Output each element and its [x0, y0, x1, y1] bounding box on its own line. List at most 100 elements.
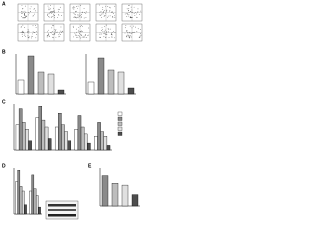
flow-dot	[32, 36, 34, 37]
flow-dot	[54, 31, 56, 33]
flow-dot	[138, 36, 140, 38]
bar	[47, 138, 52, 151]
flow-plots	[17, 3, 143, 42]
flow-dot	[137, 11, 139, 13]
flow-dot	[58, 36, 60, 38]
flow-dot	[61, 15, 62, 16]
flow-dot	[28, 30, 30, 32]
flow-dot	[99, 34, 101, 35]
flow-dot	[126, 12, 128, 14]
flow-dot	[35, 37, 37, 39]
flow-dot	[104, 29, 106, 31]
bar	[121, 184, 129, 207]
flow-dot	[49, 36, 50, 37]
bar	[77, 115, 82, 151]
panel-label: E	[88, 163, 92, 169]
flow-dot	[103, 36, 105, 38]
flow-dot	[106, 9, 108, 11]
flow-dot	[28, 12, 30, 14]
flow-dot	[77, 5, 79, 7]
flow-dot	[74, 17, 76, 18]
flow-dot	[103, 11, 104, 13]
flow-dot	[23, 32, 25, 34]
flow-dot	[25, 17, 27, 18]
flow-dot	[111, 33, 113, 35]
flow-dot	[24, 10, 26, 12]
bar	[58, 113, 62, 151]
flow-dot	[109, 15, 111, 17]
flow-dot	[99, 11, 101, 13]
flow-dot	[85, 11, 87, 13]
flow-dot	[129, 25, 131, 27]
flow-dot	[105, 12, 107, 14]
flow-dot	[108, 37, 110, 38]
flow-dot	[75, 11, 76, 13]
flow-dot	[82, 26, 83, 27]
flow-dot	[138, 14, 140, 16]
flow-dot	[31, 33, 33, 35]
flow-dot	[76, 31, 77, 33]
flow-dot	[26, 15, 28, 17]
flow-dot	[114, 15, 115, 17]
flow-dot	[61, 30, 63, 32]
flow-dot	[128, 8, 130, 9]
flow-dot	[54, 15, 56, 17]
flow-dot	[126, 36, 128, 38]
flow-dot	[105, 6, 106, 8]
bar	[54, 126, 59, 151]
flow-dot	[72, 25, 74, 27]
flow-dot	[24, 5, 26, 7]
flow-dot	[78, 16, 80, 17]
flow-dot	[53, 13, 54, 15]
flow-dot	[31, 37, 32, 39]
flow-dot	[114, 37, 115, 39]
flow-dot	[27, 29, 29, 30]
flow-dot	[105, 33, 107, 35]
flow-dot	[128, 12, 130, 13]
flow-dot	[85, 35, 86, 36]
flow-dot	[130, 17, 132, 18]
flow-dot	[139, 29, 141, 30]
flow-dot	[20, 26, 22, 28]
flow-dot	[98, 4, 100, 6]
flow-dot	[22, 17, 24, 19]
bar	[117, 71, 125, 95]
bar	[83, 133, 88, 151]
flow-dot	[24, 27, 26, 28]
flow-dot	[103, 10, 105, 11]
flow-dot	[28, 32, 30, 34]
flow-dot	[83, 36, 85, 38]
flow-dot	[102, 6, 104, 8]
bar	[97, 57, 105, 95]
flow-dot	[110, 36, 112, 38]
bar	[17, 79, 25, 95]
flow-dot	[106, 24, 108, 26]
flow-dot	[54, 33, 56, 35]
flow-dot	[21, 16, 22, 17]
flow-dot	[81, 35, 82, 36]
flow-dot	[34, 10, 36, 12]
flow-dot	[76, 17, 78, 18]
flow-dot	[125, 25, 127, 26]
flow-dot	[107, 16, 108, 18]
flow-dot	[133, 6, 135, 8]
flow-dot	[99, 32, 101, 34]
flow-dot	[24, 14, 25, 16]
flow-dot	[59, 34, 61, 35]
bar	[87, 142, 91, 151]
flow-dot	[135, 26, 136, 28]
flow-dot	[76, 36, 77, 38]
bar	[94, 136, 98, 151]
flow-dot	[86, 37, 88, 38]
flow-dot	[107, 15, 109, 17]
flow-dot	[24, 35, 26, 37]
flow-dot	[22, 8, 23, 10]
western-blot	[45, 200, 79, 220]
flow-dot	[134, 12, 136, 13]
flow-dot	[54, 29, 56, 30]
bar	[67, 140, 72, 151]
flow-dot	[79, 33, 81, 34]
flow-dot	[128, 35, 130, 37]
flow-dot	[102, 28, 103, 30]
flow-dot	[53, 7, 54, 9]
